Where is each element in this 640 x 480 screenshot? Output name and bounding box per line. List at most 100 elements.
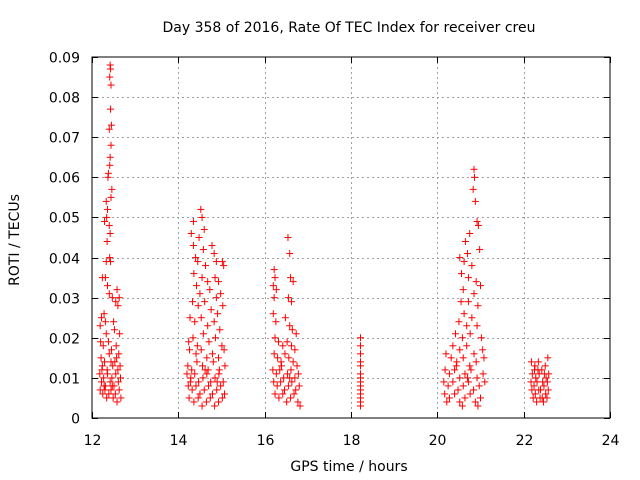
data-point [279,390,287,398]
data-point [196,290,204,298]
data-point [477,334,485,342]
data-point [214,310,222,318]
data-point [473,217,481,225]
data-point [286,322,294,330]
data-point [189,298,197,306]
data-point [208,242,216,250]
data-point [532,374,540,382]
data-point [106,378,114,386]
data-point [106,73,114,81]
data-point [192,382,200,390]
y-tick-label: 0.08 [49,91,80,107]
data-point [104,173,112,181]
data-point [218,342,226,350]
data-point [211,334,219,342]
data-point [189,242,197,250]
data-point [103,238,111,246]
data-point [206,286,214,294]
data-point [460,258,468,266]
data-point [458,334,466,342]
x-tick-label: 12 [84,433,102,449]
data-point [201,298,209,306]
data-point [280,374,288,382]
data-point [103,213,111,221]
data-point [207,378,215,386]
y-tick-label: 0.04 [49,252,80,268]
data-point [98,366,106,374]
data-point [200,225,208,233]
data-point [292,330,300,338]
data-point [445,394,453,402]
data-point [199,246,207,254]
data-point [112,370,120,378]
data-point [455,318,463,326]
data-point [442,350,450,358]
data-point [469,185,477,193]
data-point [115,386,123,394]
data-point [474,402,482,410]
data-point [184,362,192,370]
x-tick-label: 16 [257,433,275,449]
data-point [466,229,474,237]
data-point [287,366,295,374]
data-point [211,274,219,282]
data-point [203,370,211,378]
data-point [531,390,539,398]
data-point [356,402,364,410]
data-point [213,386,221,394]
data-point [96,370,104,378]
data-point [271,334,279,342]
data-point [533,378,541,386]
data-point [274,354,282,362]
data-point [476,246,484,254]
data-point [464,274,472,282]
data-point [480,354,488,362]
data-point [198,274,206,282]
data-point [285,354,293,362]
data-point [287,342,295,350]
y-tick-label: 0.05 [49,211,80,227]
data-point [284,234,292,241]
data-point [106,254,114,262]
data-point [473,322,481,330]
data-point [214,354,222,362]
y-tick-label: 0 [71,412,80,428]
data-point [202,398,210,406]
data-point [479,370,487,378]
data-point [107,358,115,366]
data-point [106,161,114,169]
data-point [204,322,212,330]
data-point [470,290,478,298]
y-tick-label: 0.07 [49,131,80,147]
data-point [468,262,476,270]
data-point [112,342,120,350]
data-point [110,318,118,326]
data-point [106,229,114,237]
data-point [468,314,476,322]
data-point [477,282,484,290]
data-point [535,386,543,394]
data-point [463,342,471,350]
data-point [456,398,464,406]
data-point [284,370,292,378]
data-point [540,370,548,378]
data-point [104,338,112,346]
data-point [198,213,206,221]
data-point [112,298,120,306]
data-point [544,354,552,362]
data-point [108,185,116,193]
data-point [199,330,207,338]
data-point [191,370,199,378]
y-tick-label: 0.02 [49,332,80,348]
data-point [464,378,472,386]
data-point [356,342,364,350]
x-tick-label: 24 [602,433,620,449]
data-point [97,314,105,322]
data-point [293,362,301,370]
data-point [530,366,538,374]
data-point [271,390,279,398]
data-point [114,302,122,310]
data-point [441,390,449,398]
data-point [97,354,105,362]
data-point [472,278,480,286]
